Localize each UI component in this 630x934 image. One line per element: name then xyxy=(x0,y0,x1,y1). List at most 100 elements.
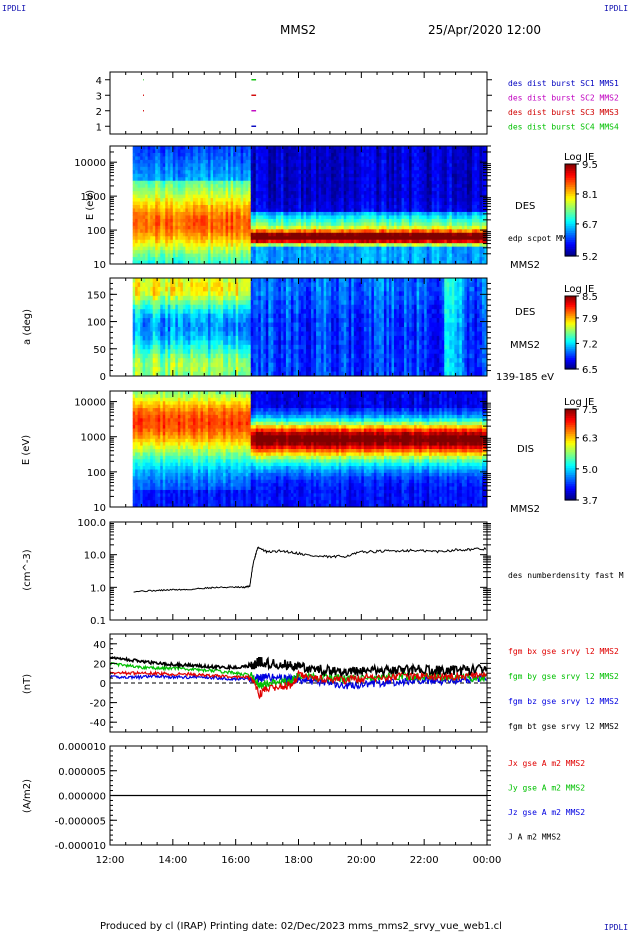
spectrogram-cell xyxy=(253,225,257,230)
spectrogram-cell xyxy=(474,177,478,182)
spectrogram-cell xyxy=(185,170,189,175)
spectrogram-cell xyxy=(197,260,202,264)
spectrogram-cell xyxy=(210,250,214,255)
spectrogram-cell xyxy=(175,152,179,158)
spectrogram-cell xyxy=(406,159,410,164)
spectrogram-cell xyxy=(223,260,227,264)
spectrogram-cell xyxy=(258,184,262,189)
spectrogram-cell xyxy=(409,180,413,185)
spectrogram-cell xyxy=(371,229,375,234)
spectrogram-cell xyxy=(160,173,164,178)
spectrogram-cell xyxy=(250,211,254,217)
spectrogram-cell xyxy=(220,166,224,171)
spectrogram-cell xyxy=(424,229,428,234)
spectrogram-cell xyxy=(323,205,327,210)
spectrogram-cell xyxy=(301,222,305,227)
spectrogram-cell xyxy=(293,201,297,206)
spectrogram-cell xyxy=(280,163,285,168)
spectrogram-cell xyxy=(416,215,420,220)
spectrogram-cell xyxy=(471,163,476,168)
spectrogram-cell xyxy=(346,184,350,189)
spectrogram-cell xyxy=(280,222,285,227)
spectrogram-cell xyxy=(341,205,345,210)
spectrogram-cell xyxy=(285,170,290,175)
spectrogram-cell xyxy=(248,215,252,220)
spectrogram-cell xyxy=(147,187,151,192)
spectrogram-cell xyxy=(484,218,487,223)
spectrogram-cell xyxy=(351,225,355,230)
spectrogram-cell xyxy=(263,222,267,227)
spectrogram-cell xyxy=(197,149,202,154)
spectrogram-cell xyxy=(321,180,325,185)
spectrogram-cell xyxy=(459,173,463,178)
spectrogram-cell xyxy=(363,198,367,203)
spectrogram-cell xyxy=(162,205,166,210)
spectrogram-cell xyxy=(233,257,237,262)
spectrogram-cell xyxy=(180,225,184,230)
spectrogram-cell xyxy=(280,225,285,230)
spectrogram-cell xyxy=(333,187,337,192)
spectrogram-cell xyxy=(336,163,340,168)
spectrogram-cell xyxy=(424,250,428,255)
spectrogram-cell xyxy=(293,173,297,178)
spectrogram-cell xyxy=(316,146,320,151)
spectrogram-cell xyxy=(170,163,174,168)
spectrogram-cell xyxy=(338,250,342,255)
spectrogram-cell xyxy=(238,260,242,264)
spectrogram-cell xyxy=(394,208,398,213)
spectrogram-cell xyxy=(409,250,413,255)
spectrogram-cell xyxy=(177,211,181,217)
spectrogram-cell xyxy=(336,180,340,185)
spectrogram-cell xyxy=(416,246,420,251)
spectrogram-cell xyxy=(270,149,274,154)
spectrogram-cell xyxy=(391,149,395,154)
spectrogram-cell xyxy=(192,215,197,220)
spectrogram-cell xyxy=(466,184,470,189)
spectrogram-cell xyxy=(371,170,375,175)
spectrogram-cell xyxy=(255,180,259,185)
spectrogram-cell xyxy=(456,246,460,251)
spectrogram-cell xyxy=(429,187,433,192)
spectrogram-cell xyxy=(218,194,222,199)
spectrogram-cell xyxy=(399,222,403,227)
spectrogram-cell xyxy=(152,187,156,192)
spectrogram-cell xyxy=(366,194,370,199)
spectrogram-cell xyxy=(150,201,154,206)
spectrogram-cell xyxy=(135,180,139,185)
spectrogram-cell xyxy=(228,211,232,217)
spectrogram-cell xyxy=(233,146,237,151)
spectrogram-cell xyxy=(298,257,302,262)
spectrogram-cell xyxy=(381,205,385,210)
spectrogram-cell xyxy=(298,163,302,168)
spectrogram-cell xyxy=(366,159,370,164)
spectrogram-cell xyxy=(343,173,347,178)
spectrogram-cell xyxy=(260,253,264,258)
spectrogram-cell xyxy=(376,163,380,168)
spectrogram-cell xyxy=(298,170,302,175)
spectrogram-cell xyxy=(386,177,390,182)
spectrogram-cell xyxy=(165,239,169,244)
spectrogram-cell xyxy=(202,149,207,154)
spectrogram-cell xyxy=(275,146,279,151)
spectrogram-cell xyxy=(476,250,481,255)
spectrogram-cell xyxy=(253,236,257,241)
spectrogram-cell xyxy=(145,246,149,251)
spectrogram-cell xyxy=(202,152,207,158)
spectrogram-cell xyxy=(336,229,340,234)
spectrogram-cell xyxy=(416,152,420,158)
spectrogram-cell xyxy=(484,166,487,171)
spectrogram-cell xyxy=(343,149,347,154)
spectrogram-cell xyxy=(371,257,375,262)
spectrogram-cell xyxy=(459,170,463,175)
spectrogram-cell xyxy=(434,229,438,234)
spectrogram-cell xyxy=(356,246,360,251)
spectrogram-cell xyxy=(187,187,192,192)
spectrogram-cell xyxy=(167,166,171,171)
spectrogram-cell xyxy=(165,191,169,196)
spectrogram-cell xyxy=(218,218,222,223)
spectrogram-cell xyxy=(406,229,410,234)
spectrogram-cell xyxy=(250,166,254,171)
spectrogram-cell xyxy=(424,246,428,251)
spectrogram-cell xyxy=(220,163,224,168)
spectrogram-cell xyxy=(471,218,476,223)
